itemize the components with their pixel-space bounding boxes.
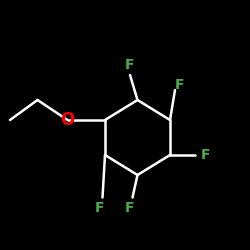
- Text: F: F: [125, 58, 135, 72]
- Text: F: F: [200, 148, 210, 162]
- Text: O: O: [60, 111, 74, 129]
- Text: F: F: [95, 200, 105, 214]
- Text: F: F: [125, 200, 135, 214]
- Text: F: F: [175, 78, 185, 92]
